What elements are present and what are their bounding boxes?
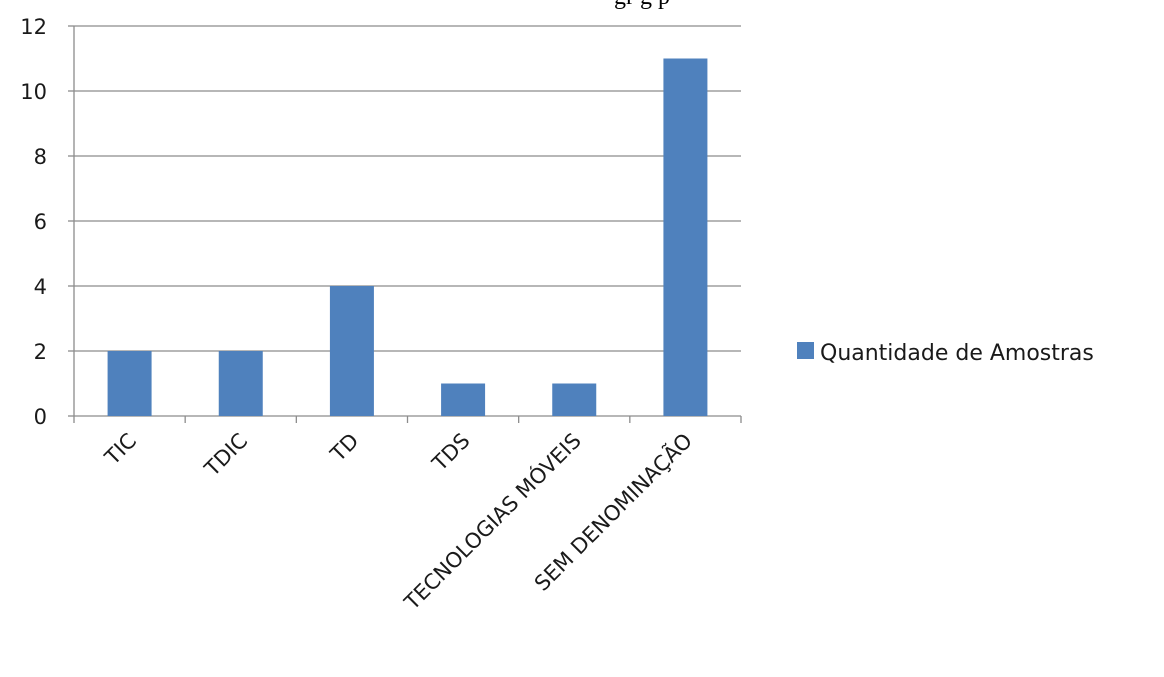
x-tick-label: TIC: [100, 429, 141, 470]
bar: [218, 351, 263, 416]
bar: [552, 383, 597, 416]
y-tick-label: 4: [34, 275, 47, 299]
bar: [107, 351, 152, 416]
y-tick-label: 12: [20, 15, 47, 39]
y-tick-label: 8: [34, 145, 47, 169]
legend: Quantidade de Amostras: [797, 341, 1094, 366]
y-tick-label: 0: [34, 405, 47, 429]
axes: [68, 25, 742, 423]
x-tick-label: TDS: [427, 429, 475, 477]
gridlines: [74, 25, 741, 352]
y-tick-label: 2: [34, 340, 47, 364]
x-tick-label: TECNOLOGIAS MÓVEIS: [399, 428, 586, 615]
bar: [329, 286, 374, 416]
bar: [663, 58, 708, 416]
chart-title-fragment: gr g p: [0, 0, 1164, 12]
bars: [107, 58, 708, 416]
bar: [441, 383, 486, 416]
y-tick-label: 10: [20, 80, 47, 104]
x-tick-label: TDIC: [199, 429, 252, 482]
y-tick-labels: 0 2 4 6 8 10 12: [20, 15, 47, 429]
x-tick-label: TD: [325, 429, 363, 467]
y-tick-label: 6: [34, 210, 47, 234]
legend-label: Quantidade de Amostras: [820, 341, 1094, 366]
legend-swatch: [797, 342, 814, 359]
